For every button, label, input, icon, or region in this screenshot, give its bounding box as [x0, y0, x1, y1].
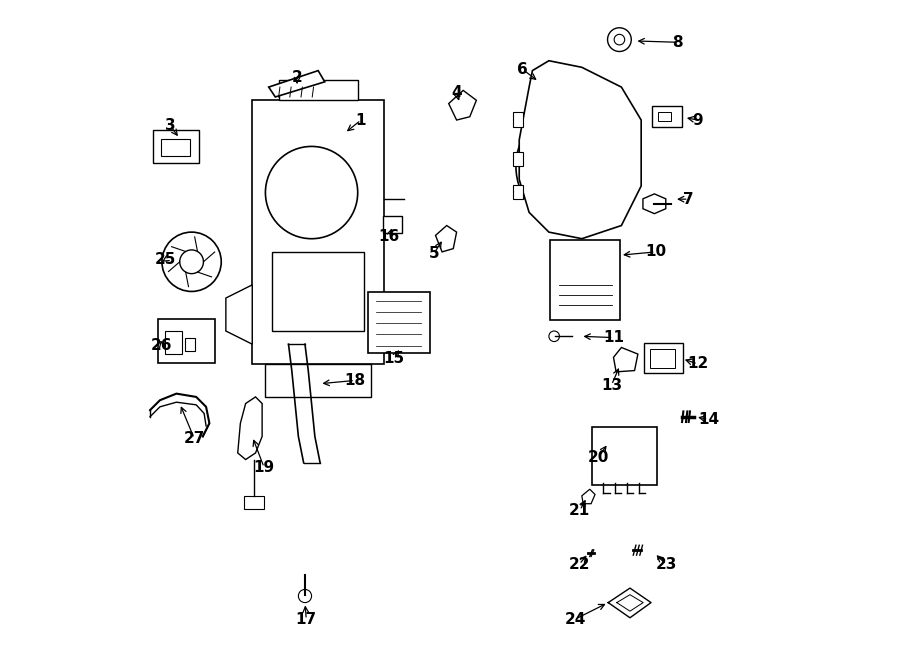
Polygon shape — [643, 194, 666, 214]
FancyBboxPatch shape — [550, 240, 620, 320]
Circle shape — [180, 250, 203, 273]
Text: 7: 7 — [683, 192, 694, 207]
Polygon shape — [226, 285, 252, 344]
Text: 25: 25 — [155, 252, 176, 267]
Polygon shape — [581, 489, 595, 504]
Text: 9: 9 — [693, 113, 703, 128]
Text: 15: 15 — [383, 351, 404, 366]
Bar — [651, 350, 676, 368]
Text: 21: 21 — [569, 503, 590, 518]
Bar — [658, 112, 670, 121]
Text: 13: 13 — [601, 377, 622, 393]
FancyBboxPatch shape — [153, 130, 200, 163]
FancyBboxPatch shape — [382, 216, 402, 234]
FancyBboxPatch shape — [592, 427, 657, 485]
Polygon shape — [238, 397, 262, 459]
Text: 5: 5 — [429, 246, 439, 261]
Bar — [513, 152, 523, 166]
Text: 19: 19 — [254, 460, 274, 475]
Text: 8: 8 — [672, 35, 683, 50]
Text: 23: 23 — [655, 557, 677, 572]
Text: 2: 2 — [292, 70, 302, 85]
FancyBboxPatch shape — [158, 319, 215, 363]
FancyBboxPatch shape — [252, 100, 384, 364]
Text: 27: 27 — [184, 431, 205, 446]
Circle shape — [608, 28, 631, 52]
Text: 26: 26 — [151, 338, 173, 353]
Text: 12: 12 — [688, 356, 708, 371]
Text: 6: 6 — [518, 62, 528, 77]
Bar — [185, 338, 195, 351]
Text: 16: 16 — [379, 229, 400, 244]
Text: 18: 18 — [345, 373, 365, 388]
Bar — [513, 185, 523, 199]
Bar — [161, 138, 190, 156]
Polygon shape — [436, 226, 456, 252]
Circle shape — [299, 589, 311, 602]
FancyBboxPatch shape — [368, 292, 429, 354]
Bar — [166, 331, 182, 354]
Circle shape — [549, 331, 560, 342]
Polygon shape — [519, 61, 641, 239]
Circle shape — [162, 232, 221, 291]
Text: 11: 11 — [603, 330, 624, 345]
Bar — [244, 496, 264, 509]
Circle shape — [266, 146, 357, 239]
Text: 1: 1 — [356, 113, 366, 128]
Polygon shape — [266, 364, 371, 397]
Bar — [513, 112, 523, 126]
Circle shape — [559, 146, 598, 186]
Text: 10: 10 — [645, 244, 666, 260]
FancyBboxPatch shape — [652, 105, 682, 126]
Circle shape — [614, 34, 625, 45]
Polygon shape — [449, 91, 476, 120]
FancyBboxPatch shape — [644, 343, 683, 373]
Text: 24: 24 — [564, 612, 586, 626]
Polygon shape — [269, 71, 325, 97]
Polygon shape — [614, 348, 638, 372]
Polygon shape — [279, 81, 357, 100]
Bar — [272, 252, 365, 331]
Text: 20: 20 — [588, 450, 609, 465]
Text: 4: 4 — [451, 85, 462, 100]
Text: 14: 14 — [698, 412, 719, 427]
Text: 22: 22 — [569, 557, 590, 572]
Circle shape — [516, 103, 641, 229]
Text: 3: 3 — [165, 118, 176, 133]
Text: 17: 17 — [296, 612, 317, 627]
